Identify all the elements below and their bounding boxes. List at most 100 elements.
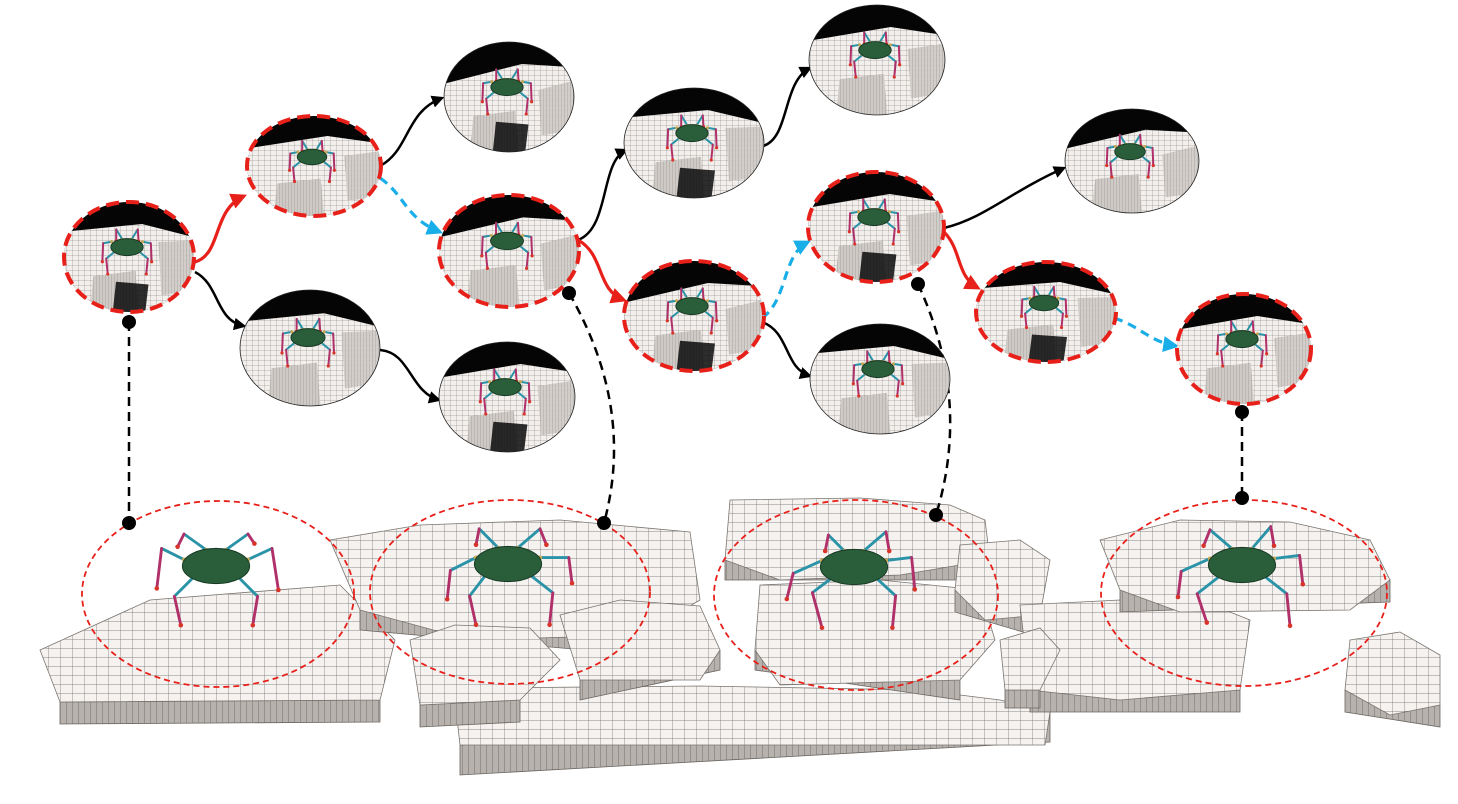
robot-body <box>110 238 144 257</box>
robot-foot <box>671 158 675 162</box>
robot-lower-leg <box>853 60 857 79</box>
robot-lower-leg <box>105 257 109 276</box>
robot-joint <box>891 362 895 366</box>
hexapod-robot <box>480 68 534 116</box>
robot-joint <box>857 210 861 214</box>
robot-upper-leg <box>315 139 323 151</box>
robot-foot <box>901 382 905 386</box>
hexapod-robot <box>847 198 901 246</box>
tree-edge-default <box>761 320 813 380</box>
robot-body <box>1028 294 1060 312</box>
tree-node-thumbnail <box>622 259 766 373</box>
terrain-snapshot <box>713 499 999 691</box>
robot-lower-leg <box>910 555 917 591</box>
robot-upper-leg <box>182 532 208 552</box>
robot-lower-leg <box>884 530 891 553</box>
robot-lower-leg <box>516 68 520 82</box>
tree-node-thumbnail <box>437 193 581 309</box>
robot-joint <box>858 43 862 47</box>
robot-foot <box>1221 364 1225 368</box>
hexapod-robot <box>848 31 902 79</box>
robot-upper-leg <box>862 198 871 211</box>
link-endpoint-dot <box>911 277 925 291</box>
robot-lower-leg <box>285 348 289 367</box>
tree-edge-default <box>943 166 1067 230</box>
tree-edge-alternate <box>761 240 811 320</box>
robot-lower-leg <box>485 97 489 116</box>
robot-upper-leg <box>483 390 494 400</box>
robot-joint <box>520 80 524 84</box>
robot-upper-leg <box>703 309 714 319</box>
node-outline <box>808 4 946 116</box>
robot-upper-leg <box>516 390 527 400</box>
robot-upper-leg <box>485 90 496 100</box>
robot-foot <box>150 260 154 264</box>
robot-upper-leg <box>680 114 689 127</box>
selected-node-outline <box>437 193 581 309</box>
robot-joint <box>322 330 326 334</box>
tree-edge-selected <box>194 193 247 264</box>
robot-foot <box>1105 163 1109 168</box>
robot-lower-leg <box>523 397 527 416</box>
tree-node-thumbnail <box>809 323 951 435</box>
robot-foot <box>525 266 529 270</box>
robot-upper-leg <box>322 160 332 169</box>
robot-body <box>488 378 522 397</box>
hexapod-robot <box>784 530 918 631</box>
tree-node-thumbnail <box>974 260 1118 364</box>
robot-lower-leg <box>101 242 105 263</box>
robot-upper-leg <box>493 368 502 381</box>
robot-lower-leg <box>320 139 324 153</box>
robot-upper-leg <box>889 372 900 382</box>
robot-foot <box>897 230 901 234</box>
robot-body <box>857 208 891 227</box>
robot-lower-leg <box>318 317 322 333</box>
robot-upper-leg <box>160 546 186 562</box>
tree-node-thumbnail <box>62 200 196 314</box>
robot-foot <box>544 542 549 548</box>
robot-foot <box>473 622 479 628</box>
robot-foot <box>332 351 336 355</box>
robot-foot <box>478 400 482 404</box>
robot-lower-leg <box>529 82 533 103</box>
robot-upper-leg <box>285 341 297 351</box>
robot-foot <box>851 382 855 386</box>
robot-foot <box>912 587 918 592</box>
node-outline <box>1064 108 1200 214</box>
robot-lower-leg <box>481 82 485 103</box>
robot-body <box>675 297 709 316</box>
node-to-snapshot-link <box>916 283 952 516</box>
robot-lower-leg <box>514 368 518 382</box>
robot-lower-leg <box>525 97 529 116</box>
tree-node-thumbnail <box>245 114 383 218</box>
link-endpoint-dot <box>929 508 943 522</box>
robot-foot <box>1271 543 1277 549</box>
robot-joint <box>110 240 114 244</box>
robot-foot <box>280 351 284 355</box>
robot-body <box>1114 143 1146 161</box>
robot-upper-leg <box>874 576 898 598</box>
robot-upper-leg <box>878 31 887 44</box>
robot-foot <box>276 587 281 593</box>
robot-lower-leg <box>1220 349 1224 368</box>
selected-node-outline <box>622 259 766 373</box>
robot-lower-leg <box>251 594 260 627</box>
robot-foot <box>528 400 532 404</box>
hexapod-robot <box>480 221 534 270</box>
robot-upper-leg <box>1109 155 1120 164</box>
robot-upper-leg <box>884 555 914 563</box>
robot-upper-leg <box>224 532 250 552</box>
robot-lower-leg <box>848 212 852 233</box>
robot-upper-leg <box>877 198 886 211</box>
terrain-block <box>454 685 1051 776</box>
terrain-snapshot <box>369 499 651 685</box>
robot-lower-leg <box>468 594 478 627</box>
robot-lower-leg <box>852 364 856 385</box>
robot-foot <box>1215 352 1219 356</box>
robot-foot <box>485 266 489 270</box>
robot-upper-leg <box>680 287 689 300</box>
tree-edge-selected <box>577 238 628 304</box>
robot-lower-leg <box>1105 147 1109 167</box>
selected-node-outline <box>974 260 1118 364</box>
robot-joint <box>675 126 679 130</box>
